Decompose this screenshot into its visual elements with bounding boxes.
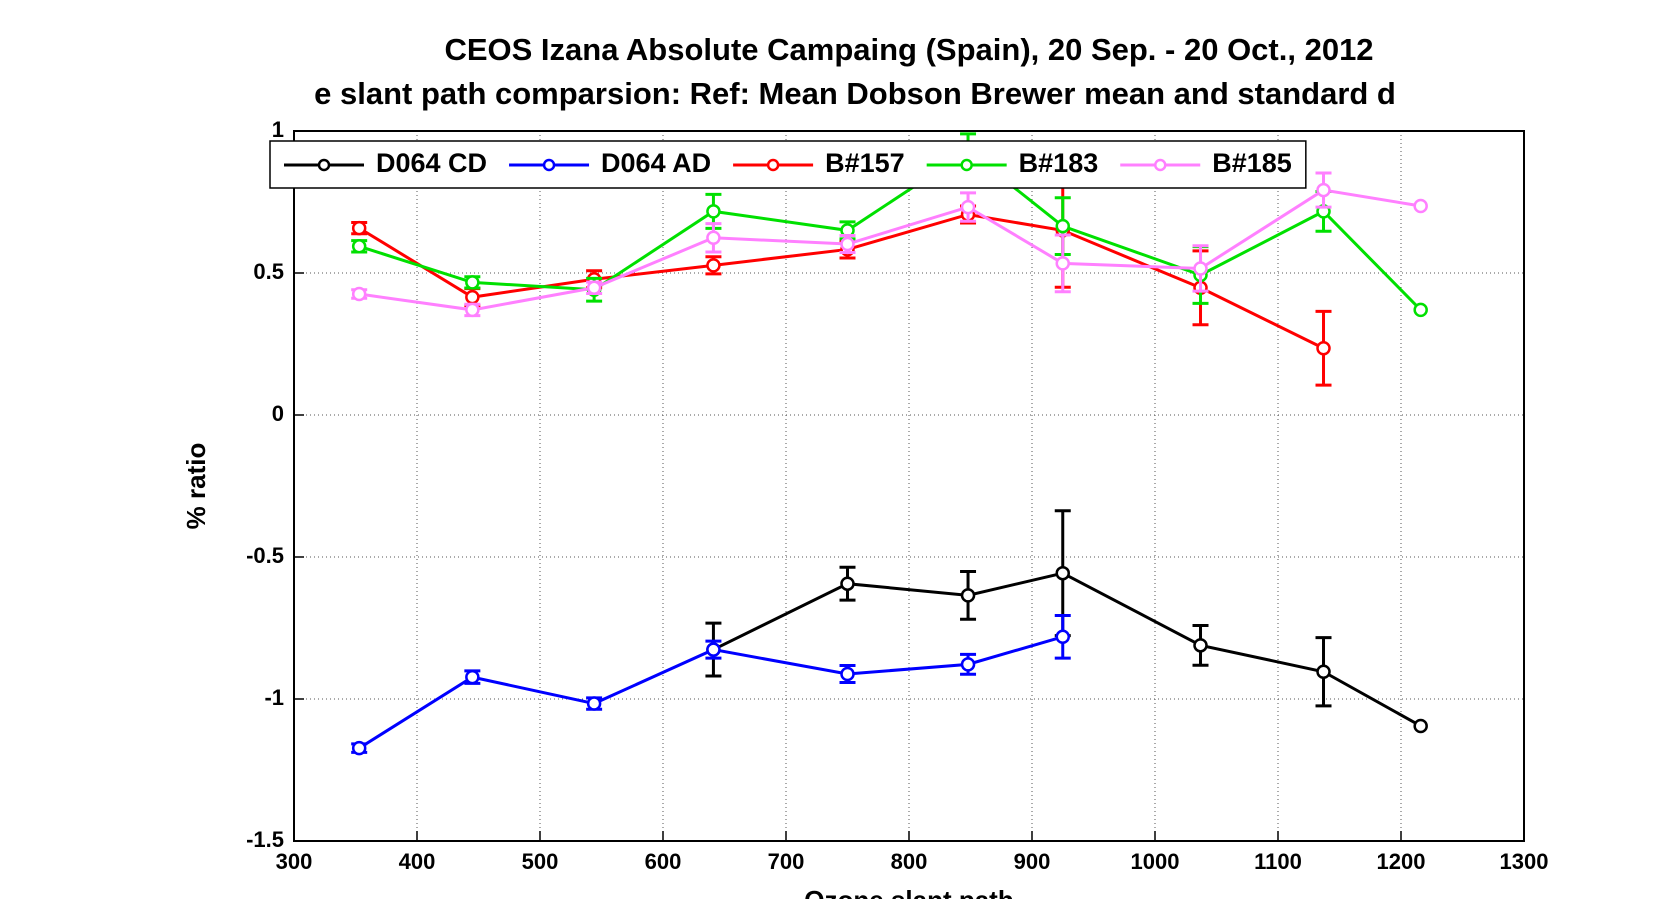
x-axis-label: Ozone slant path — [804, 885, 1013, 899]
y-tick-label: 0.5 — [253, 259, 284, 284]
legend-label: B#157 — [825, 148, 905, 178]
legend-label: B#185 — [1212, 148, 1292, 178]
y-tick-label: 0 — [272, 401, 284, 426]
series-line — [358, 188, 1421, 312]
data-point — [1055, 218, 1070, 234]
data-point — [1055, 565, 1070, 581]
legend-marker — [766, 158, 780, 172]
data-point — [351, 220, 367, 236]
x-tick-label: 1100 — [1254, 849, 1302, 874]
x-tick-label: 1200 — [1377, 849, 1426, 874]
x-tick-label: 600 — [645, 849, 682, 874]
legend: D064 CD D064 AD B#157 B#183 B#185 — [269, 140, 1307, 189]
y-tick-label: -1 — [264, 685, 284, 710]
data-point — [1193, 261, 1208, 276]
legend-label: D064 AD — [601, 148, 711, 178]
data-point — [1413, 198, 1428, 214]
data-point — [1413, 302, 1428, 318]
legend-label: B#183 — [1019, 148, 1099, 178]
x-tick-label: 400 — [399, 849, 436, 874]
data-point — [1316, 341, 1331, 356]
data-point — [706, 230, 721, 246]
data-point — [840, 666, 855, 682]
data-point — [586, 280, 602, 296]
data-point — [960, 588, 976, 603]
plot-frame — [293, 130, 1525, 842]
x-tick-label: 1300 — [1500, 849, 1549, 874]
data-point — [1055, 629, 1070, 645]
data-point — [351, 239, 367, 254]
x-tick-label: 900 — [1014, 849, 1051, 874]
data-point — [1413, 718, 1428, 734]
x-tick-label: 300 — [276, 849, 313, 874]
data-point — [465, 669, 480, 685]
x-tick-label: 500 — [522, 849, 559, 874]
data-point — [1193, 638, 1208, 653]
data-point — [840, 236, 855, 252]
legend-marker — [1154, 158, 1167, 172]
chart-subtitle: e slant path comparsion: Ref: Mean Dobso… — [314, 76, 1396, 111]
data-point — [1316, 182, 1331, 198]
y-tick-label: -1.5 — [246, 827, 284, 852]
data-point — [840, 576, 855, 591]
series-line — [358, 149, 1422, 311]
data-point — [1055, 256, 1070, 271]
legend-marker — [542, 158, 556, 172]
data-point — [351, 286, 367, 302]
data-point — [351, 740, 367, 756]
x-tick-label: 700 — [768, 849, 805, 874]
legend-label: D064 CD — [376, 148, 487, 178]
data-point — [960, 199, 976, 215]
chart-title: CEOS Izana Absolute Campaing (Spain), 20… — [444, 32, 1373, 67]
data-point — [960, 657, 976, 672]
y-axis-label: % ratio — [181, 443, 211, 530]
legend-marker — [317, 158, 331, 172]
x-tick-label: 800 — [891, 849, 928, 874]
x-tick-label: 1000 — [1131, 849, 1180, 874]
series-line — [712, 571, 1422, 728]
data-point — [706, 204, 721, 219]
y-tick-label: -0.5 — [246, 543, 284, 568]
data-point — [465, 289, 480, 305]
data-point — [465, 275, 480, 290]
data-point — [706, 258, 721, 273]
data-point — [1316, 664, 1331, 679]
legend-marker — [960, 158, 973, 172]
y-tick-label: 1 — [272, 117, 284, 142]
data-point — [706, 642, 721, 657]
data-point — [586, 696, 602, 711]
data-point — [465, 302, 480, 318]
